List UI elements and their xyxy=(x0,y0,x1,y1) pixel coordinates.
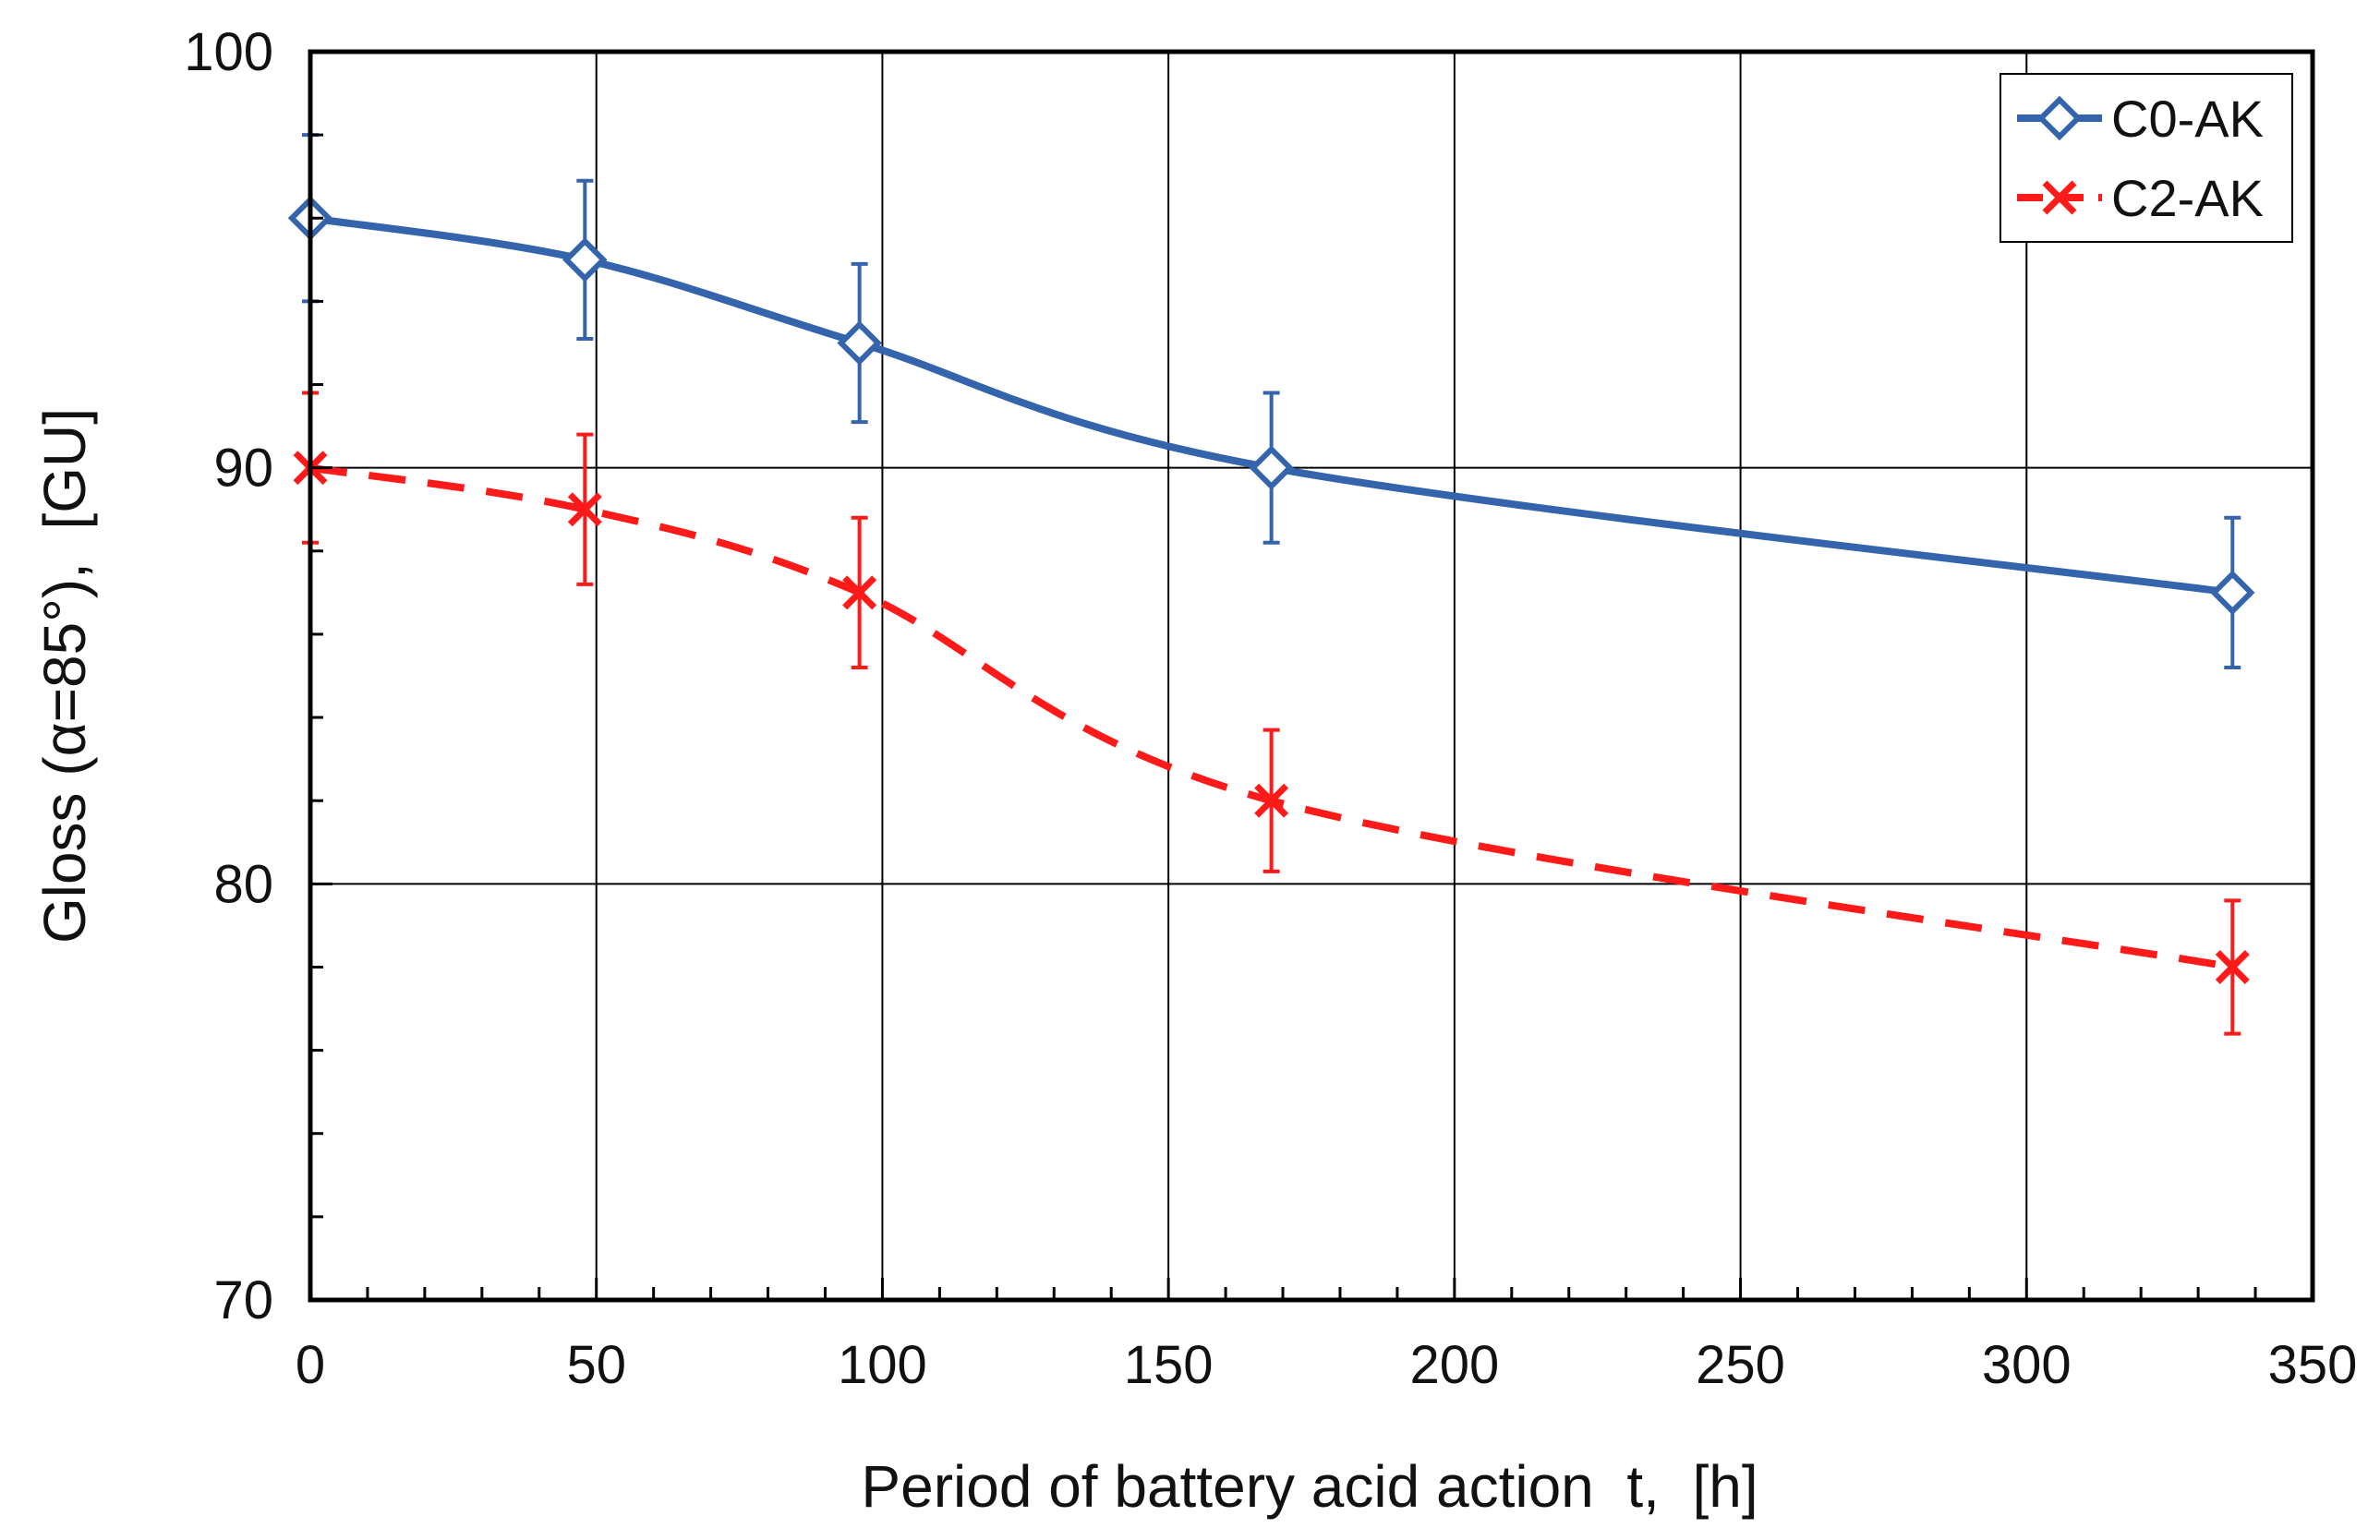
data-point-marker xyxy=(567,492,602,527)
x-tick-label: 350 xyxy=(2268,1335,2358,1395)
legend-entry: C2-AK xyxy=(2017,169,2264,227)
y-tick-label: 80 xyxy=(213,854,273,914)
x-tick-label: 200 xyxy=(1409,1335,1499,1395)
data-point-marker xyxy=(2042,180,2077,215)
legend-label: C0-AK xyxy=(2111,90,2264,148)
marker-stroke xyxy=(567,492,602,527)
x-tick-label: 0 xyxy=(296,1335,325,1395)
data-point-marker xyxy=(1254,783,1289,818)
data-point-marker xyxy=(1249,445,1294,490)
y-axis-title: Gloss (α=85°), [GU] xyxy=(31,408,98,944)
marker-stroke xyxy=(1254,783,1289,818)
y-tick-label: 100 xyxy=(184,22,273,82)
data-point-marker xyxy=(837,320,882,366)
data-point-marker xyxy=(842,575,877,610)
tick-labels: 0 50 100 150 200 250 300 350 70 80 90 100 xyxy=(184,22,2357,1395)
x-axis-title: Period of battery acid action t, [h] xyxy=(861,1453,1758,1520)
marker-stroke xyxy=(2042,180,2077,215)
data-point-marker xyxy=(2210,570,2255,616)
legend-label: C2-AK xyxy=(2111,169,2264,227)
x-tick-label: 150 xyxy=(1124,1335,1214,1395)
legend: C0-AK C2-AK xyxy=(1999,73,2293,243)
plot-area-frame xyxy=(308,49,2315,1303)
x-tick-label: 100 xyxy=(838,1335,927,1395)
legend-entry: C0-AK xyxy=(2017,90,2264,148)
y-tick-label: 70 xyxy=(213,1270,273,1330)
x-tick-label: 50 xyxy=(566,1335,626,1395)
series-line xyxy=(309,463,2233,971)
marker-stroke xyxy=(2215,949,2250,984)
marker-stroke xyxy=(842,575,877,610)
series-line xyxy=(309,214,2233,596)
x-tick-label: 250 xyxy=(1696,1335,1785,1395)
data-point-marker xyxy=(2036,95,2083,141)
axis-ticks xyxy=(308,50,2314,1302)
data-point-marker xyxy=(562,237,608,283)
x-tick-label: 300 xyxy=(1982,1335,2072,1395)
data-point-marker xyxy=(2215,949,2250,984)
y-tick-label: 90 xyxy=(213,439,273,499)
series-C2-AK xyxy=(293,391,2250,1036)
legend-box xyxy=(1999,73,2293,243)
